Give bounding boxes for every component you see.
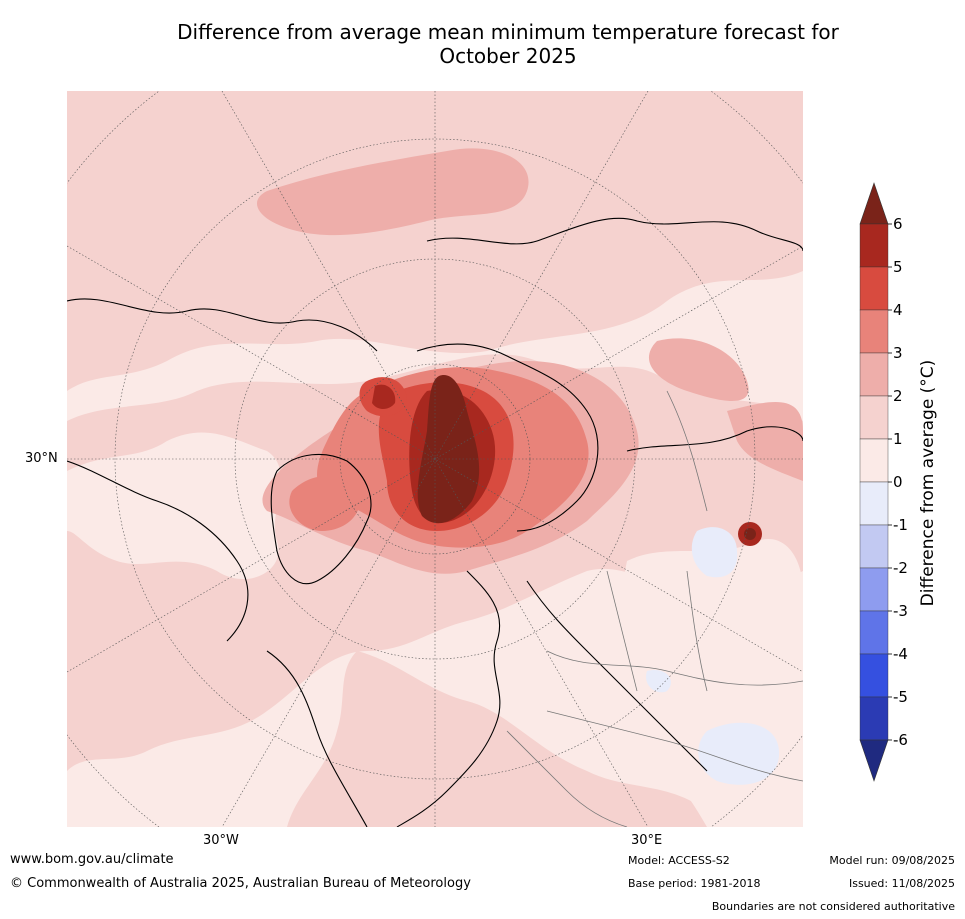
colorbar-tick-label: 2 (893, 387, 903, 405)
footer-website: www.bom.gov.au/climate (10, 852, 174, 867)
colorbar-tick-label: 1 (893, 430, 903, 448)
title-line-1: Difference from average mean minimum tem… (177, 20, 839, 44)
footer-issued: Issued: 11/08/2025 (848, 877, 955, 890)
colorbar-swatch-cm2_m1 (859, 524, 889, 569)
footer-boundaries-note: Boundaries are not considered authoritat… (711, 900, 955, 913)
colorbar-title: Difference from average (°C) (918, 359, 938, 607)
colorbar-tick-label: 0 (893, 473, 903, 491)
colorbar-swatch-c5_6 (859, 223, 889, 268)
colorbar-swatch-cm3_m2 (859, 567, 889, 612)
title-line-2: October 2025 (439, 44, 577, 68)
colorbar: 6 5 4 3 2 1 0 -1 -2 -3 -4 -5 -6 (859, 182, 908, 782)
colorbar-swatch-cm1_0 (859, 481, 889, 526)
colorbar-tick-label: -4 (893, 645, 908, 663)
map-title: Difference from average mean minimum tem… (0, 20, 965, 68)
colorbar-tick-label: -2 (893, 559, 908, 577)
colorbar-extend-top (859, 182, 889, 225)
footer-base-period: Base period: 1981-2018 (628, 877, 761, 890)
colorbar-tick-label: -1 (893, 516, 908, 534)
lat-label-30n: 30°N (25, 451, 58, 466)
colorbar-swatch-cm4_m3 (859, 610, 889, 655)
colorbar-tick-label: 4 (893, 301, 903, 319)
colorbar-swatch-c1_2 (859, 395, 889, 440)
colorbar-tick-label: -3 (893, 602, 908, 620)
colorbar-swatch-cm5_m4 (859, 653, 889, 698)
lon-label-30w: 30°W (203, 833, 239, 848)
colorbar-tick-label: -6 (893, 731, 908, 749)
colorbar-tick-label: 3 (893, 344, 903, 362)
temperature-anomaly-map (67, 91, 803, 827)
footer-model-run: Model run: 09/08/2025 (829, 854, 955, 867)
lon-label-30e: 30°E (631, 833, 663, 848)
colorbar-tick-label: 6 (893, 215, 903, 233)
colorbar-ticks: 6 5 4 3 2 1 0 -1 -2 -3 -4 -5 -6 (888, 215, 908, 749)
anomaly-negative-patches (646, 527, 780, 785)
graticule (67, 91, 803, 827)
colorbar-swatch-c0_1 (859, 438, 889, 483)
colorbar-tick-label: -5 (893, 688, 908, 706)
colorbar-swatch-cm6_m5 (859, 696, 889, 741)
colorbar-swatch-c3_4 (859, 309, 889, 354)
colorbar-swatch-c2_3 (859, 352, 889, 397)
colorbar-tick-label: 5 (893, 258, 903, 276)
colorbar-swatch-c4_5 (859, 266, 889, 311)
coastlines (67, 217, 803, 827)
country-boundaries (506, 390, 803, 827)
footer-model: Model: ACCESS-S2 (628, 854, 730, 867)
colorbar-extend-bottom (859, 739, 889, 782)
anomaly-6-plus-regions (417, 375, 762, 546)
footer-copyright: © Commonwealth of Australia 2025, Austra… (10, 876, 471, 891)
colorbar-swatches (859, 182, 889, 782)
